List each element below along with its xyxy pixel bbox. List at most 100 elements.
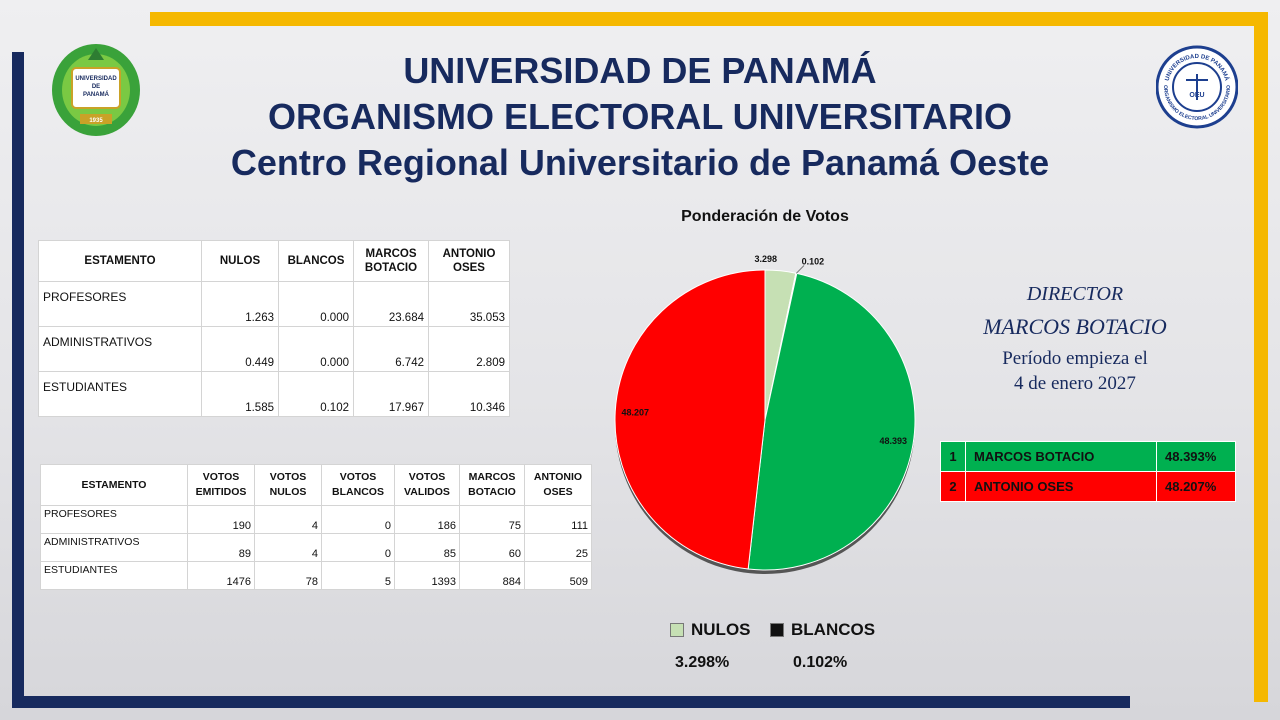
director-role: DIRECTOR xyxy=(1026,283,1124,305)
director-name: MARCOS BOTACIO xyxy=(983,314,1167,339)
pie-leader-line xyxy=(795,265,805,274)
column-header: VOTOS EMITIDOS xyxy=(187,464,255,506)
svg-text:1935: 1935 xyxy=(89,118,103,124)
table-row: PROFESORES 190 4 0 186 75 111 xyxy=(40,505,592,534)
chart-title: Ponderación de Votos xyxy=(681,208,849,225)
table-cell: 17.967 xyxy=(353,371,429,417)
row-label: ADMINISTRATIVOS xyxy=(40,533,188,562)
ponderation-table: ESTAMENTO NULOS BLANCOS MARCOS BOTACIO A… xyxy=(38,240,510,417)
frame-top-gold-bar xyxy=(150,12,1268,26)
table-cell: 0.000 xyxy=(278,326,354,372)
table-cell: 0 xyxy=(321,505,395,534)
result-rank: 2 xyxy=(940,471,966,502)
table-cell: 25 xyxy=(524,533,592,562)
table-row: ADMINISTRATIVOS 89 4 0 85 60 25 xyxy=(40,533,592,562)
result-row-1: 1 MARCOS BOTACIO 48.393% xyxy=(940,441,1236,472)
column-header: ANTONIO OSES xyxy=(524,464,592,506)
results-table: 1 MARCOS BOTACIO 48.393% 2 ANTONIO OSES … xyxy=(940,441,1236,502)
header-university: UNIVERSIDAD DE PANAMÁ xyxy=(403,50,877,91)
result-name: ANTONIO OSES xyxy=(965,471,1157,502)
svg-text:DE: DE xyxy=(92,84,100,90)
table-cell: 89 xyxy=(187,533,255,562)
column-header: MARCOS BOTACIO xyxy=(459,464,525,506)
row-label: ADMINISTRATIVOS xyxy=(38,326,202,372)
pie-chart: 3.298 0.102 48.393 48.207 xyxy=(614,254,916,574)
legend-label: NULOS xyxy=(691,620,751,639)
column-header: VOTOS VALIDOS xyxy=(394,464,460,506)
row-label: ESTUDIANTES xyxy=(40,561,188,590)
table-cell: 60 xyxy=(459,533,525,562)
row-label: PROFESORES xyxy=(40,505,188,534)
header-regional-center: Centro Regional Universitario de Panamá … xyxy=(230,142,1050,183)
table-row: ESTUDIANTES 1476 78 5 1393 884 509 xyxy=(40,561,592,590)
result-percentage: 48.393% xyxy=(1156,441,1236,472)
frame-right-gold-bar xyxy=(1254,12,1268,702)
column-header: ESTAMENTO xyxy=(38,240,202,282)
svg-text:OEU: OEU xyxy=(1189,92,1204,99)
result-row-2: 2 ANTONIO OSES 48.207% xyxy=(940,471,1236,502)
table-cell: 4 xyxy=(254,505,322,534)
table-cell: 1393 xyxy=(394,561,460,590)
legend-swatch xyxy=(670,623,684,637)
table-cell: 10.346 xyxy=(428,371,510,417)
table-cell: 884 xyxy=(459,561,525,590)
column-header: VOTOS BLANCOS xyxy=(321,464,395,506)
table-cell: 75 xyxy=(459,505,525,534)
table-cell: 85 xyxy=(394,533,460,562)
table-row: ADMINISTRATIVOS 0.449 0.000 6.742 2.809 xyxy=(38,326,510,372)
table-cell: 0.449 xyxy=(201,326,279,372)
svg-text:UNIVERSIDAD: UNIVERSIDAD xyxy=(75,76,117,82)
legend-item-blancos: BLANCOS xyxy=(770,620,875,640)
legend-swatch xyxy=(770,623,784,637)
table-cell: 0 xyxy=(321,533,395,562)
electoral-organism-logo: UNIVERSIDAD DE PANAMÁ ORGANISMO ELECTORA… xyxy=(1156,45,1238,129)
result-name: MARCOS BOTACIO xyxy=(965,441,1157,472)
svg-text:PANAMÁ: PANAMÁ xyxy=(83,91,110,98)
table-cell: 509 xyxy=(524,561,592,590)
legend-label: BLANCOS xyxy=(791,620,876,639)
pie-slice-marcos-botacio xyxy=(747,272,916,571)
table-cell: 190 xyxy=(187,505,255,534)
pie-data-label: 48.207 xyxy=(621,408,649,418)
table-cell: 4 xyxy=(254,533,322,562)
pie-data-label: 48.393 xyxy=(880,436,908,446)
frame-bottom-navy-bar xyxy=(12,696,1130,708)
votes-table: ESTAMENTO VOTOS EMITIDOS VOTOS NULOS VOT… xyxy=(40,464,592,590)
row-label: PROFESORES xyxy=(38,281,202,327)
table-cell: 186 xyxy=(394,505,460,534)
column-header: MARCOS BOTACIO xyxy=(353,240,429,282)
column-header: ANTONIO OSES xyxy=(428,240,510,282)
table-cell: 2.809 xyxy=(428,326,510,372)
table-cell: 23.684 xyxy=(353,281,429,327)
table-header-row: ESTAMENTO VOTOS EMITIDOS VOTOS NULOS VOT… xyxy=(40,464,592,506)
table-cell: 1.263 xyxy=(201,281,279,327)
pie-slice-antonio-oses xyxy=(614,269,766,570)
header-organism: ORGANISMO ELECTORAL UNIVERSITARIO xyxy=(267,96,1013,137)
nulos-percentage: 3.298% xyxy=(675,654,730,671)
column-header: BLANCOS xyxy=(278,240,354,282)
period-line-1: Período empieza el xyxy=(1002,348,1148,369)
university-seal-logo: UNIVERSIDAD DE PANAMÁ 1935 xyxy=(52,44,140,136)
table-row: PROFESORES 1.263 0.000 23.684 35.053 xyxy=(38,281,510,327)
blancos-percentage: 0.102% xyxy=(793,654,848,671)
table-cell: 78 xyxy=(254,561,322,590)
column-header: ESTAMENTO xyxy=(40,464,188,506)
table-row: ESTUDIANTES 1.585 0.102 17.967 10.346 xyxy=(38,371,510,417)
column-header: NULOS xyxy=(201,240,279,282)
table-cell: 0.102 xyxy=(278,371,354,417)
frame-left-navy-bar xyxy=(12,52,24,708)
result-percentage: 48.207% xyxy=(1156,471,1236,502)
column-header: VOTOS NULOS xyxy=(254,464,322,506)
period-line-2: 4 de enero 2027 xyxy=(1014,373,1136,394)
result-rank: 1 xyxy=(940,441,966,472)
table-cell: 35.053 xyxy=(428,281,510,327)
table-cell: 5 xyxy=(321,561,395,590)
pie-data-label: 3.298 xyxy=(754,254,777,264)
table-cell: 1476 xyxy=(187,561,255,590)
legend-item-nulos: NULOS xyxy=(670,620,751,640)
table-cell: 1.585 xyxy=(201,371,279,417)
table-header-row: ESTAMENTO NULOS BLANCOS MARCOS BOTACIO A… xyxy=(38,240,510,282)
table-cell: 6.742 xyxy=(353,326,429,372)
table-cell: 0.000 xyxy=(278,281,354,327)
row-label: ESTUDIANTES xyxy=(38,371,202,417)
